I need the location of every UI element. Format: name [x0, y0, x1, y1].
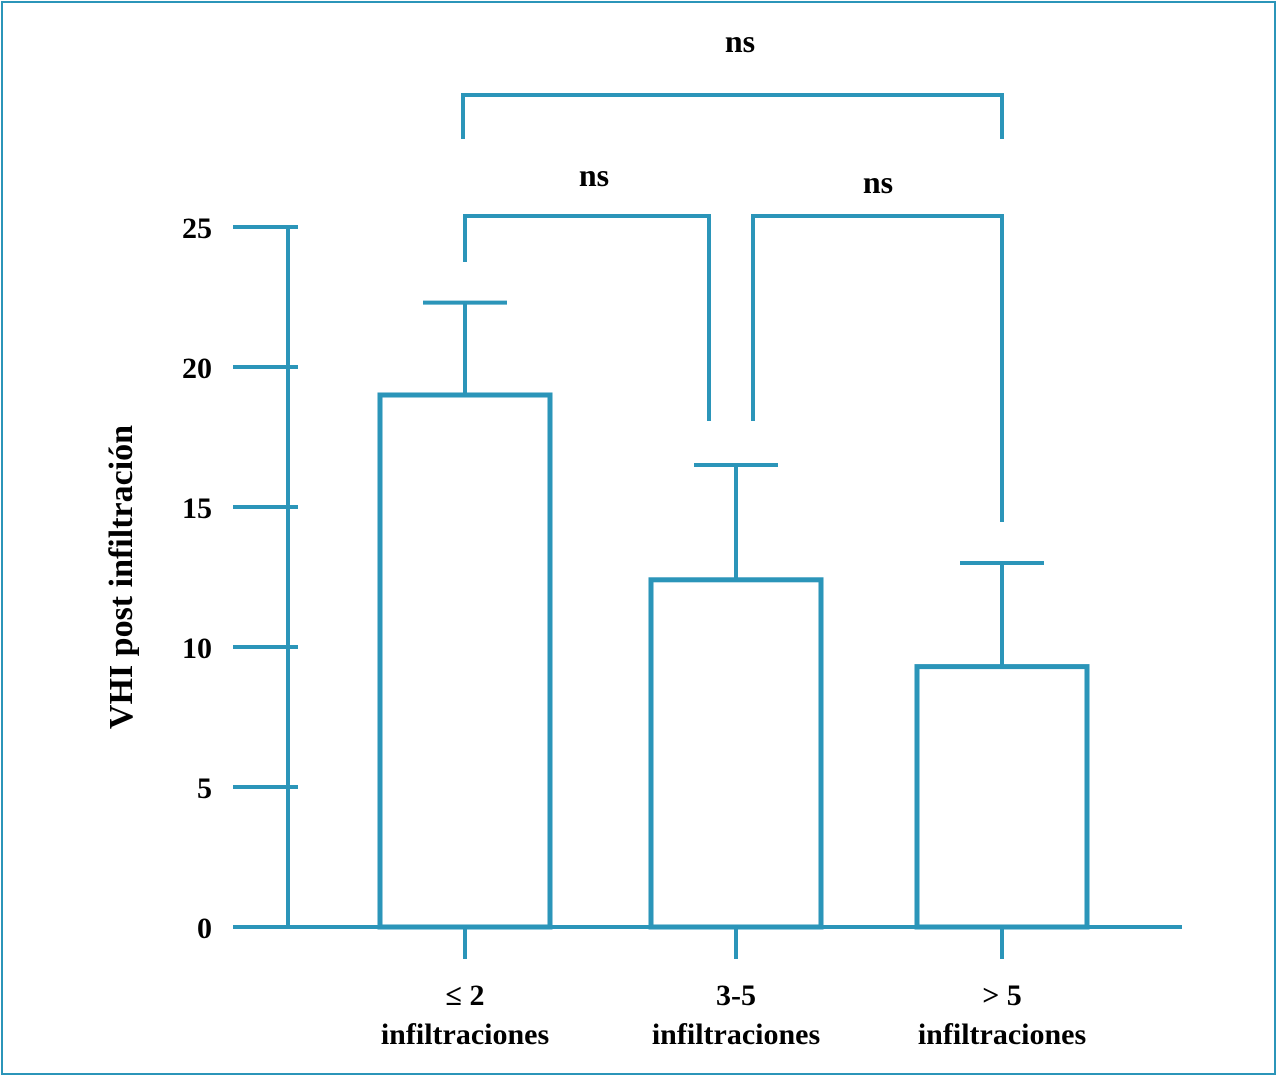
x-category-label: infiltraciones [652, 1018, 820, 1051]
y-tick-label: 10 [182, 632, 212, 665]
significance-label: ns [863, 164, 893, 200]
y-tick-label: 25 [182, 212, 212, 245]
x-category-label: infiltraciones [381, 1018, 549, 1051]
y-tick-label: 20 [182, 352, 212, 385]
significance-label: ns [725, 23, 755, 59]
x-category-label: > 5 [982, 979, 1022, 1012]
y-tick-label: 15 [182, 492, 212, 525]
y-axis-label: VHI post infiltración [103, 425, 140, 729]
significance-label: ns [579, 157, 609, 193]
bar [377, 392, 553, 930]
y-tick-label: 0 [197, 912, 212, 945]
x-category-label: infiltraciones [918, 1018, 1086, 1051]
x-category-label: ≤ 2 [446, 979, 485, 1012]
y-tick-label: 5 [197, 772, 212, 805]
bar [914, 664, 1090, 930]
bar [648, 577, 824, 930]
x-category-label: 3-5 [716, 979, 756, 1012]
